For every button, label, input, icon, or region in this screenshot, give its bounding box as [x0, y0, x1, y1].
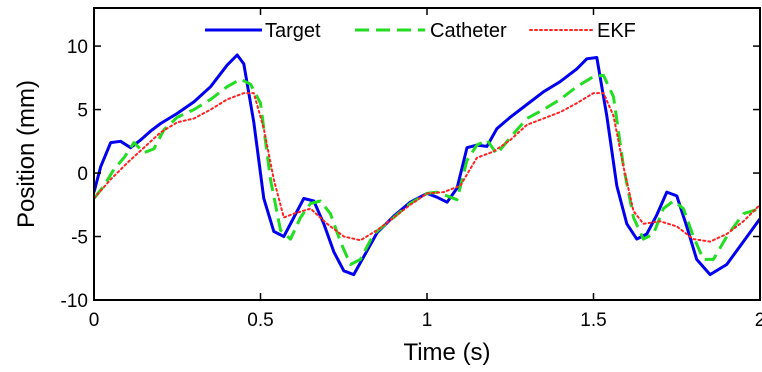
legend-label-target: Target [265, 20, 321, 42]
y-tick-label: -5 [71, 228, 88, 249]
x-tick-label: 2 [755, 310, 762, 331]
y-tick-label: -10 [61, 291, 88, 312]
legend-label-catheter: Catheter [430, 20, 507, 42]
x-tick-label: 0 [89, 310, 100, 331]
ticks-layer: 0 0.5 1 1.5 2 -10 -5 0 5 10 [61, 8, 762, 331]
series-layer [94, 53, 760, 277]
y-tick-label: 5 [77, 101, 88, 122]
series-line-target [94, 53, 760, 277]
y-tick-label: 10 [67, 37, 88, 58]
y-tick-label: 0 [77, 164, 88, 185]
series-line-ekf [94, 92, 760, 243]
x-axis-label: Time (s) [403, 339, 490, 366]
plot-frame [93, 7, 761, 301]
legend: Target Catheter EKF [205, 20, 636, 42]
x-tick-label: 0.5 [247, 310, 273, 331]
y-axis-label: Position (mm) [13, 80, 40, 228]
legend-label-ekf: EKF [597, 20, 636, 42]
x-tick-label: 1 [422, 310, 433, 331]
x-tick-label: 1.5 [580, 310, 606, 331]
